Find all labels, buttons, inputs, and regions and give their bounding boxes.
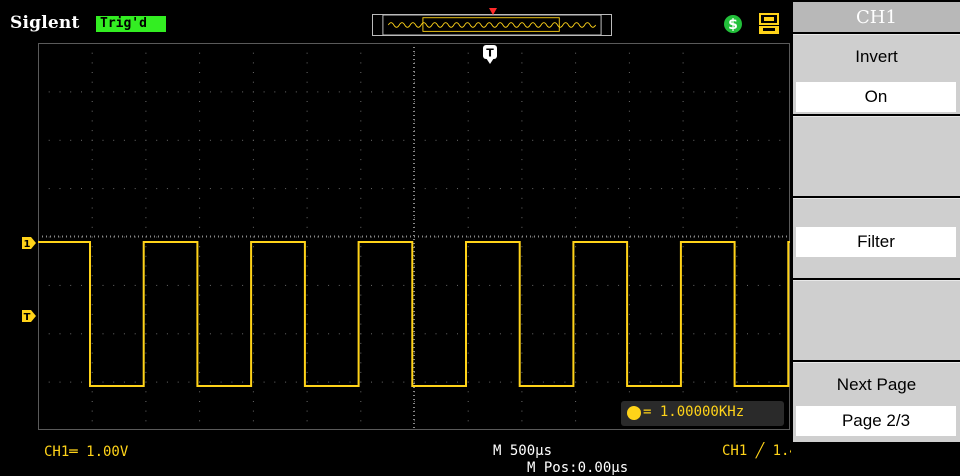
svg-text:1: 1	[24, 239, 31, 250]
channel-1-marker-icon: 1	[22, 237, 36, 250]
softkey-invert[interactable]: Invert On	[793, 34, 960, 114]
softkey-filter[interactable]: Filter	[793, 198, 960, 278]
timebase-readout: M 500µs	[493, 443, 553, 459]
softkey-invert-label: Invert	[855, 47, 898, 66]
trigger-status-badge: Trig'd	[96, 16, 166, 32]
waveform-display	[38, 43, 790, 430]
softkey-4[interactable]	[793, 280, 960, 360]
trigger-level-marker-icon: T	[22, 310, 36, 323]
softkey-next-page-value: Page 2/3	[796, 406, 956, 436]
frequency-counter-icon	[627, 406, 641, 420]
trigger-position-icon: T	[483, 45, 497, 64]
usb-icon	[759, 13, 779, 34]
graticule-center-axes	[38, 43, 787, 428]
ch1-scale-readout: CH1═ 1.00V	[44, 444, 129, 460]
overview-wave	[387, 22, 597, 28]
softkey-filter-label: Filter	[796, 227, 956, 257]
softkey-invert-value: On	[796, 82, 956, 112]
trigger-point-marker	[489, 8, 497, 15]
ch1-waveform	[38, 241, 790, 387]
horizontal-position-readout: M Pos:0.00µs	[527, 460, 629, 476]
frequency-counter	[621, 401, 784, 426]
softkey-2[interactable]	[793, 116, 960, 196]
menu-title: CH1	[793, 2, 960, 32]
svg-text:$: $	[728, 17, 738, 33]
frequency-readout: = 1.00000KHz	[643, 404, 745, 420]
softkey-next-page-label: Next Page	[836, 375, 917, 394]
dollar-sign-icon: $	[724, 15, 742, 33]
softkey-next-page[interactable]: Next Page Page 2/3	[793, 362, 960, 442]
brand-logo: Siglent	[10, 13, 80, 33]
timebase-overview	[372, 14, 612, 36]
svg-text:T: T	[24, 312, 31, 323]
overview-window	[422, 17, 560, 32]
svg-text:T: T	[486, 47, 494, 60]
